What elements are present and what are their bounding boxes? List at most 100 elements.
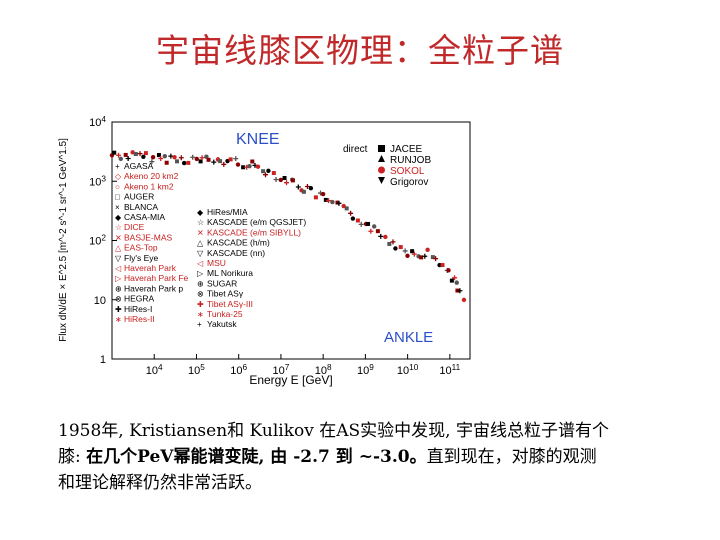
- data-point: [150, 154, 156, 160]
- legend-marker: △: [197, 239, 204, 248]
- legend-left-entry: Akeno 1 km2: [124, 181, 174, 191]
- x-tick-label: 108: [315, 363, 332, 377]
- data-point: [158, 155, 164, 161]
- data-point: [221, 161, 227, 167]
- data-point: [211, 159, 217, 165]
- legend-left-entry: BLANCA: [124, 202, 158, 212]
- data-point: [457, 288, 463, 294]
- data-point: [143, 151, 148, 156]
- legend-direct-entry: Grigorov: [390, 177, 428, 188]
- data-point: [446, 268, 451, 273]
- data-point: [190, 154, 196, 160]
- data-point: [172, 154, 177, 160]
- y-axis-label: Flux dN/dE × E^2.5 [m^-2 s^-1 sr^-1 GeV^…: [58, 138, 69, 342]
- data-point: [344, 206, 349, 211]
- data-point: [330, 199, 335, 205]
- caption-line-2: 膝: 在几个PeV幂能谱变陡, 由 -2.7 到 ~-3.0。直到现在，对膝的观…: [58, 444, 668, 470]
- data-point: [273, 176, 279, 182]
- legend-left-entry: Haverah Park p: [124, 283, 183, 293]
- legend-left-entry: HEGRA: [124, 294, 155, 304]
- data-point: [116, 152, 122, 158]
- legend-marker: ⊗: [115, 295, 122, 304]
- legend-marker: ○: [115, 182, 120, 191]
- data-point: [411, 251, 417, 257]
- data-point: [241, 165, 246, 170]
- data-point: [118, 156, 124, 162]
- legend-marker: □: [115, 193, 120, 202]
- legend-marker: ☆: [115, 223, 122, 232]
- data-point: [162, 154, 168, 159]
- caption-line-3: 和理论解释仍然非常活跃。: [58, 473, 262, 493]
- legend-marker: ∗: [115, 315, 122, 324]
- legend-marker: ▽: [115, 254, 122, 263]
- data-point: [304, 184, 310, 190]
- legend-left-entry: Haverah Park: [124, 263, 177, 273]
- legend-left-entry: CASA-MIA: [124, 212, 165, 222]
- data-point: [130, 150, 135, 155]
- legend-marker: ✕: [115, 233, 122, 242]
- legend-marker: ▷: [115, 274, 122, 283]
- data-point: [278, 177, 283, 183]
- data-point: [440, 263, 445, 268]
- data-point: [235, 162, 241, 167]
- data-point: [228, 157, 233, 162]
- data-point: [137, 151, 143, 157]
- legend-marker: ▷: [197, 269, 204, 278]
- x-tick-label: 1010: [397, 363, 419, 377]
- plot-frame: [111, 121, 471, 360]
- data-point: [461, 297, 467, 303]
- data-point: [218, 159, 223, 164]
- data-point: [112, 150, 117, 155]
- legend-marker: ∗: [197, 310, 204, 319]
- data-point: [368, 228, 374, 234]
- legend-right-entry: Tibet ASγ-III: [207, 299, 253, 309]
- ankle-annotation: ANKLE: [384, 329, 433, 346]
- data-point: [422, 253, 428, 259]
- data-point: [433, 256, 439, 262]
- data-point: [164, 160, 169, 165]
- data-point: [393, 246, 398, 251]
- data-point: [372, 224, 377, 229]
- legend-marker: ▽: [197, 249, 204, 258]
- data-point: [198, 159, 203, 164]
- data-point: [225, 158, 230, 164]
- legend-right-entry: KASCADE (nn): [207, 248, 265, 258]
- data-point: [178, 155, 184, 161]
- data-point: [410, 249, 415, 254]
- legend-left-entry: Akeno 20 km2: [124, 171, 179, 181]
- data-point: [358, 221, 364, 227]
- legend-right-entry: Tunka-25: [207, 309, 243, 319]
- legend-right-entry: ML Norikura: [207, 268, 253, 278]
- data-point: [378, 233, 384, 239]
- data-point: [405, 253, 410, 258]
- legend-marker: [378, 166, 385, 174]
- data-point: [336, 200, 342, 206]
- legend-marker: ◆: [197, 208, 204, 217]
- data-point: [284, 180, 290, 186]
- legend-direct-entry: SOKOL: [390, 166, 425, 177]
- legend-direct-entry: JACEE: [390, 144, 423, 155]
- data-point: [313, 195, 318, 200]
- data-point: [141, 154, 146, 160]
- y-axis: 1 10 102 103 104: [89, 115, 117, 366]
- legend-direct-header: direct: [343, 144, 368, 155]
- data-point: [419, 255, 424, 260]
- x-tick-label: 105: [188, 363, 205, 377]
- legend-marker: ✕: [197, 228, 204, 237]
- caption: 1958年, Kristiansen和 Kulikov 在AS实验中发现, 宇宙…: [58, 418, 668, 496]
- legend-right-entry: Tibet ASγ: [207, 289, 244, 299]
- legend-right-entry: HiRes/MIA: [207, 207, 248, 217]
- data-point: [149, 159, 155, 165]
- data-point: [301, 189, 306, 194]
- data-point: [247, 163, 252, 169]
- data-point: [175, 159, 180, 164]
- legend-marker: ◁: [115, 264, 122, 273]
- data-point: [449, 278, 454, 283]
- data-point: [390, 239, 396, 245]
- data-point: [355, 218, 360, 223]
- y-tick-label: 104: [89, 115, 106, 129]
- data-point: [454, 280, 459, 285]
- legend-right: ◆ HiRes/MIA☆ KASCADE (e/m QGSJET)✕ KASCADE …: [197, 207, 306, 329]
- data-point: [266, 168, 271, 174]
